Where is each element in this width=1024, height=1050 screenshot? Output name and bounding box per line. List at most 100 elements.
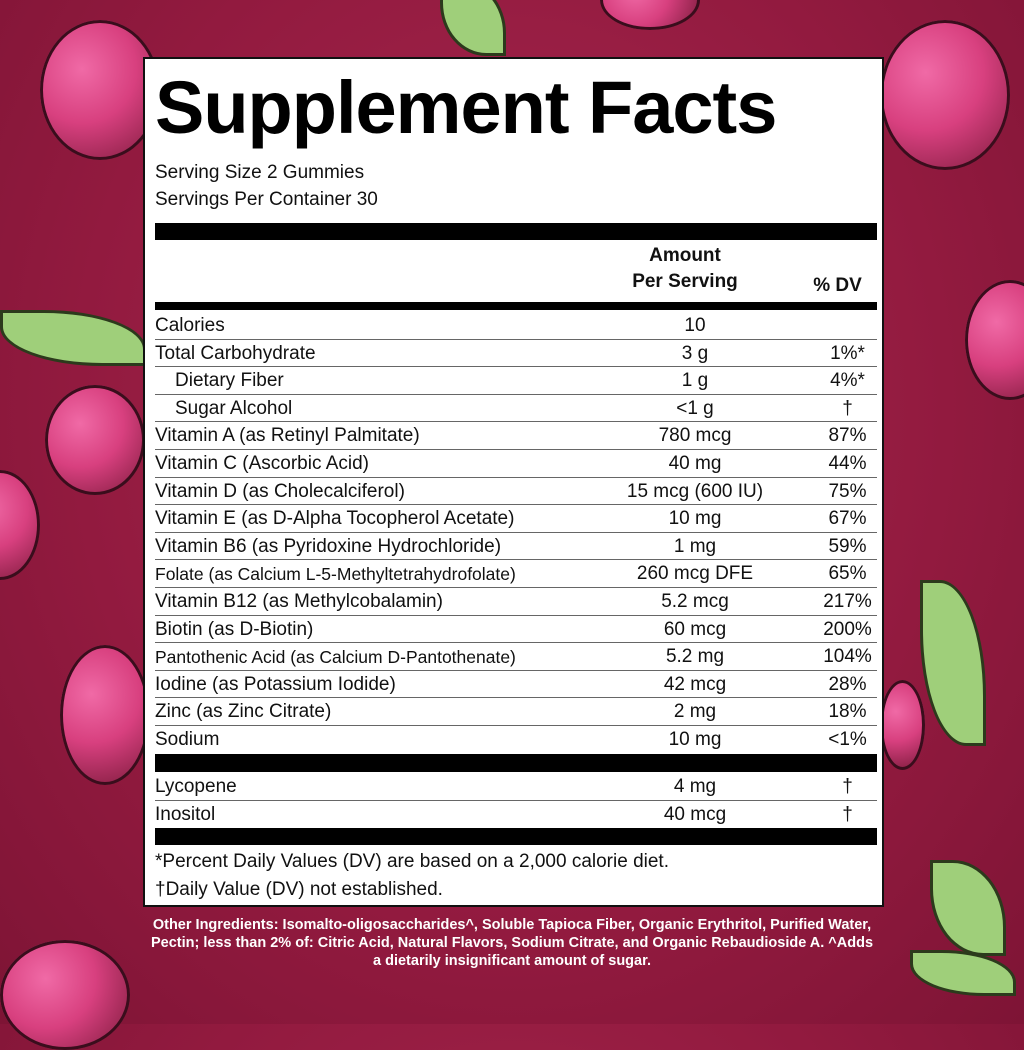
serving-size: Serving Size 2 Gummies [155, 162, 365, 183]
table-row: Vitamin E (as D-Alpha Tocopherol Acetate… [155, 505, 877, 533]
nutrient-name: Biotin (as D-Biotin) [155, 618, 314, 640]
leaf-illustration [440, 0, 506, 56]
footnote-dv: *Percent Daily Values (DV) are based on … [155, 851, 669, 872]
amount-per-serving: 40 mg [668, 453, 722, 474]
leaf-illustration [920, 580, 986, 746]
nutrient-name: Vitamin E (as D-Alpha Tocopherol Acetate… [155, 508, 515, 530]
table-row: Biotin (as D-Biotin) 60 mcg 200% [155, 616, 877, 644]
nutrient-name: Dietary Fiber [175, 370, 284, 392]
nutrient-name: Total Carbohydrate [155, 342, 316, 364]
amount-per-serving: 260 mcg DFE [636, 563, 754, 585]
daily-value: 1%* [830, 342, 865, 364]
table-row: Vitamin D (as Cholecalciferol) 15 mcg (60… [155, 478, 877, 506]
amount-per-serving: 10 mg [668, 508, 722, 530]
amount-per-serving: 10 mg [668, 729, 722, 750]
daily-value: 59% [828, 535, 867, 557]
nutrient-name: Calories [155, 315, 225, 336]
supplement-facts-panel: Supplement Facts Serving Size 2 Gummies … [143, 57, 884, 907]
table-row: Sugar Alcohol <1 g † [155, 395, 877, 423]
nutrient-name: Vitamin C (Ascorbic Acid) [155, 453, 369, 474]
daily-value: <1% [828, 729, 867, 750]
daily-value: 104% [823, 646, 872, 668]
amount-per-serving: 4 mg [673, 776, 717, 797]
amount-per-serving: 780 mcg [658, 425, 732, 447]
daily-value: † [842, 776, 853, 797]
leaf-illustration [930, 860, 1006, 956]
table-row: Total Carbohydrate 3 g 1%* [155, 340, 877, 368]
raspberry-illustration [600, 0, 700, 30]
raspberry-illustration [880, 20, 1010, 170]
daily-value: 217% [823, 591, 872, 612]
amount-per-serving: 5.2 mcg [661, 591, 729, 612]
nutrient-name: Lycopene [155, 776, 237, 797]
nutrient-name: Pantothenic Acid (as Calcium D-Pantothen… [155, 647, 516, 668]
amount-per-serving: 15 mcg (600 IU) [626, 480, 764, 502]
amount-per-serving: 5.2 mg [665, 646, 725, 668]
daily-value: 44% [828, 453, 867, 474]
amount-header-line1: Amount [649, 245, 721, 266]
amount-per-serving: 10 [684, 315, 706, 336]
daily-value: † [842, 397, 853, 419]
amount-per-serving: 1 mg [673, 535, 717, 557]
amount-per-serving: <1 g [676, 397, 714, 419]
leaf-illustration [910, 950, 1016, 996]
raspberry-illustration [965, 280, 1024, 400]
divider-thick [155, 754, 877, 772]
table-row: Vitamin B6 (as Pyridoxine Hydrochloride)… [155, 533, 877, 561]
table-row: Dietary Fiber 1 g 4%* [155, 367, 877, 395]
amount-header: Amount Per Serving [575, 243, 795, 295]
raspberry-illustration [45, 385, 145, 495]
amount-header-line2: Per Serving [632, 271, 738, 292]
nutrient-name: Sugar Alcohol [175, 397, 293, 419]
table-row: Calories 10 [155, 312, 877, 340]
raspberry-illustration [60, 645, 150, 785]
amount-per-serving: 60 mcg [663, 618, 727, 640]
raspberry-illustration [0, 940, 130, 1050]
nutrient-name: Folate (as Calcium L-5-Methyltetrahydrof… [155, 564, 516, 585]
table-row: Iodine (as Potassium Iodide) 42 mcg 28% [155, 671, 877, 699]
nutrient-name: Vitamin B12 (as Methylcobalamin) [155, 591, 443, 612]
divider-thick [155, 223, 877, 240]
nutrient-name: Iodine (as Potassium Iodide) [155, 673, 396, 695]
daily-value: † [842, 803, 853, 825]
leaf-illustration [0, 310, 146, 366]
nutrient-name: Inositol [155, 803, 216, 825]
raspberry-illustration [0, 470, 40, 580]
nutrient-name: Zinc (as Zinc Citrate) [155, 701, 332, 723]
table-row: Zinc (as Zinc Citrate) 2 mg 18% [155, 698, 877, 726]
table-row: Vitamin C (Ascorbic Acid) 40 mg 44% [155, 450, 877, 478]
daily-value: 65% [828, 563, 867, 585]
daily-value: 200% [823, 618, 872, 640]
other-ingredients: Other Ingredients: Isomalto-oligosacchar… [150, 917, 874, 969]
daily-value: 87% [828, 425, 867, 447]
amount-per-serving: 1 g [681, 370, 709, 392]
nutrient-name: Vitamin A (as Retinyl Palmitate) [155, 425, 420, 447]
daily-value: 4%* [830, 370, 865, 392]
daily-value: 18% [828, 701, 867, 723]
table-row: Sodium 10 mg <1% [155, 726, 877, 754]
amount-per-serving: 3 g [681, 342, 709, 364]
daily-value: 75% [828, 480, 867, 502]
nutrient-name: Vitamin B6 (as Pyridoxine Hydrochloride) [155, 535, 502, 557]
daily-value: 28% [828, 673, 867, 695]
nutrient-name: Vitamin D (as Cholecalciferol) [155, 480, 405, 502]
raspberry-illustration [40, 20, 160, 160]
divider-thick [155, 302, 877, 310]
table-row: Pantothenic Acid (as Calcium D-Pantothen… [155, 643, 877, 671]
table-row: Inositol 40 mcg † [155, 801, 877, 829]
amount-per-serving: 2 mg [673, 701, 717, 723]
raspberry-illustration [880, 680, 925, 770]
amount-per-serving: 40 mcg [663, 803, 727, 825]
table-row: Vitamin A (as Retinyl Palmitate) 780 mcg 8… [155, 422, 877, 450]
table-row: Folate (as Calcium L-5-Methyltetrahydrof… [155, 560, 877, 588]
table-row: Lycopene 4 mg † [155, 773, 877, 801]
page-title: Supplement Facts [155, 66, 777, 149]
daily-value: 67% [828, 508, 867, 530]
divider-thick [155, 828, 877, 845]
servings-per-container: Servings Per Container 30 [155, 189, 378, 210]
footnote-not-established: †Daily Value (DV) not established. [155, 879, 443, 900]
amount-per-serving: 42 mcg [663, 673, 727, 695]
dv-header: % DV [813, 275, 862, 296]
nutrient-name: Sodium [155, 729, 220, 750]
table-row: Vitamin B12 (as Methylcobalamin) 5.2 mcg 2… [155, 588, 877, 616]
